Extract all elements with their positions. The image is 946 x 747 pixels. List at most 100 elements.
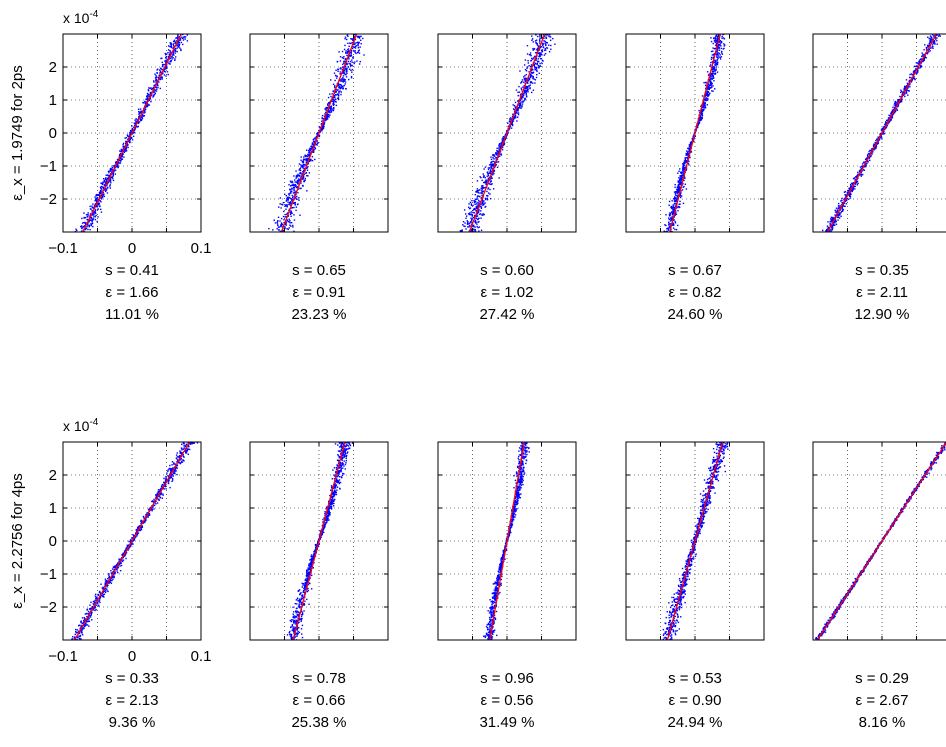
scatter-point [481, 202, 483, 204]
scatter-point [481, 185, 483, 188]
scatter-point [540, 53, 542, 55]
scatter-point [99, 200, 101, 202]
scatter-point [331, 93, 333, 95]
scatter-point [934, 36, 937, 39]
scatter-point [301, 160, 303, 163]
scatter-point [519, 95, 522, 97]
scatter-point [677, 193, 679, 195]
scatter-point [349, 60, 352, 63]
scatter-point [889, 120, 891, 122]
scatter-point [109, 170, 111, 172]
scatter-point [287, 220, 289, 223]
scatter-point [882, 129, 884, 132]
scatter-point [129, 133, 131, 135]
scatter-point [840, 210, 843, 213]
scatter-point [532, 69, 534, 71]
scatter-point [327, 113, 330, 116]
scatter-point [82, 226, 84, 229]
scatter-point [681, 171, 684, 173]
scatter-point [827, 227, 829, 229]
scatter-point [286, 218, 288, 221]
scatter-point [476, 191, 478, 193]
scatter-point [319, 126, 321, 129]
scatter-point [545, 49, 547, 51]
scatter-point [359, 46, 361, 48]
scatter-point [527, 62, 530, 64]
scatter-point [683, 167, 685, 169]
scatter-point [843, 198, 845, 201]
scatter-point [473, 225, 475, 228]
scatter-point [353, 38, 355, 40]
scatter-point [349, 42, 351, 44]
scatter-point [701, 116, 703, 118]
scatter-point [489, 170, 491, 173]
scatter-point [481, 187, 483, 189]
scatter-point [859, 166, 862, 168]
scatter-point [840, 215, 842, 218]
scatter-point [342, 66, 344, 68]
scatter-point [151, 508, 154, 510]
scatter-point [78, 635, 80, 637]
scatter-point [677, 205, 679, 208]
scatter-point [830, 229, 832, 231]
scatter-point [304, 155, 307, 158]
scatter-point [485, 183, 487, 186]
scatter-point [172, 479, 174, 481]
scatter-point [534, 40, 537, 42]
scatter-point [291, 187, 293, 189]
scatter-point [158, 489, 161, 491]
scatter-point [308, 151, 310, 154]
scatter-point [121, 154, 123, 157]
scatter-point [105, 189, 107, 191]
scatter-point [351, 38, 353, 40]
scatter-point [509, 117, 512, 119]
scatter-point [175, 466, 177, 468]
scatter-point [713, 80, 715, 82]
scatter-point [534, 79, 537, 81]
scatter-point [480, 210, 482, 212]
scatter-point [122, 144, 124, 146]
scatter-point [503, 143, 506, 145]
scatter-point [477, 190, 479, 192]
scatter-point [481, 199, 484, 202]
scatter-point [669, 214, 672, 216]
scatter-point [532, 75, 534, 78]
scatter-point [689, 148, 691, 150]
scatter-point [492, 172, 494, 174]
scatter-point [502, 140, 504, 143]
scatter-point [880, 132, 882, 135]
scatter-point [144, 111, 146, 114]
scatter-point [289, 222, 291, 224]
scatter-point [310, 151, 312, 153]
scatter-point [326, 115, 328, 118]
scatter-point [157, 86, 159, 89]
scatter-point [156, 502, 159, 504]
scatter-point [102, 182, 104, 184]
scatter-point [111, 568, 114, 570]
scatter-point [528, 53, 531, 56]
scatter-point [843, 191, 846, 193]
scatter-point [321, 130, 323, 132]
scatter-point [686, 157, 689, 160]
scatter-point [339, 73, 341, 75]
scatter-point [712, 75, 715, 78]
scatter-point [355, 41, 357, 44]
scatter-point [131, 129, 133, 132]
scatter-point [933, 35, 935, 37]
scatter-point [337, 93, 340, 96]
scatter-point [276, 223, 279, 225]
scatter-point [114, 169, 117, 171]
scatter-point [80, 225, 82, 228]
scatter-point [711, 61, 714, 63]
scatter-point [891, 111, 893, 113]
scatter-point [717, 34, 720, 37]
scatter-point [518, 91, 521, 93]
scatter-point [309, 154, 311, 156]
scatter-point [344, 79, 346, 81]
scatter-point [548, 44, 550, 46]
scatter-point [147, 96, 149, 98]
scatter-point [345, 52, 347, 54]
scatter-points [268, 34, 365, 232]
scatter-point [717, 38, 719, 41]
scatter-point [683, 176, 686, 178]
